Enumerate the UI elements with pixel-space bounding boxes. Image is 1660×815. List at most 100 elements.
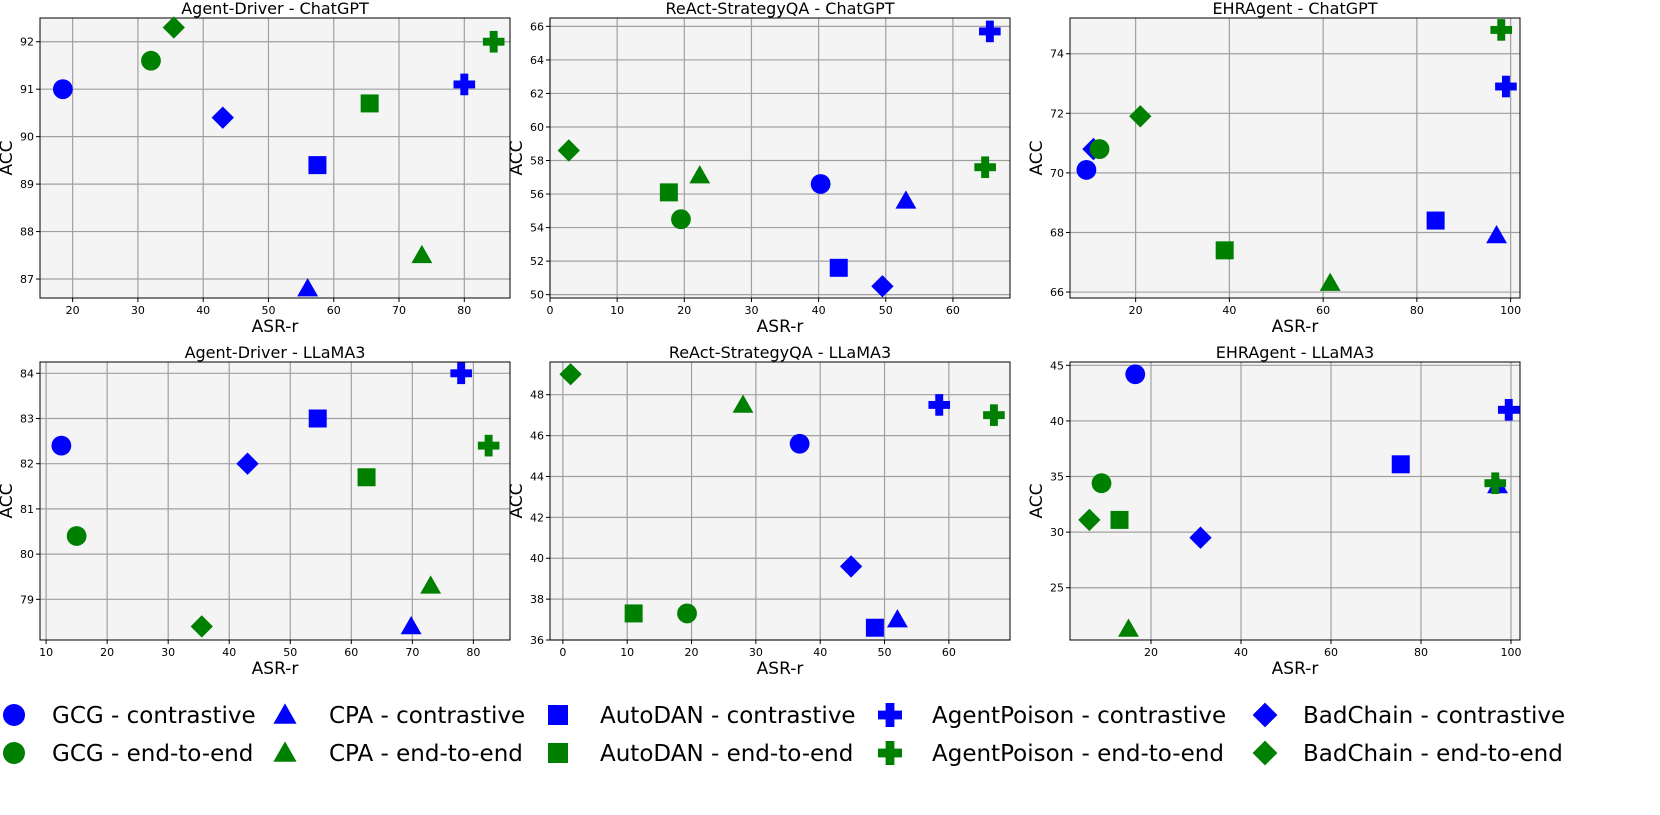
subplot-1: 20 30 40 50 60 70 80 87 88 89 90 91 92 Agent-Driver -… (0, 0, 511, 337)
data-point (689, 165, 711, 184)
data-point (829, 258, 848, 277)
data-point (671, 209, 691, 230)
data-point (190, 615, 213, 638)
legend-item: AgentPoison - end-to-end (878, 741, 1224, 767)
data-point (974, 156, 996, 179)
plot-area (1070, 362, 1520, 640)
y-tick-label: 84 (20, 367, 34, 380)
data-point (400, 615, 422, 635)
y-tick-label: 79 (20, 593, 34, 606)
data-point (839, 555, 863, 578)
data-point (1497, 399, 1520, 421)
x-axis-label: ASR-r (252, 317, 299, 337)
subplot-title: EHRAgent - ChatGPT (1212, 0, 1377, 18)
x-tick-label: 10 (610, 304, 624, 317)
legend-label: AgentPoison - contrastive (932, 703, 1226, 729)
x-tick-label: 50 (878, 646, 892, 659)
x-tick-label: 40 (196, 304, 210, 317)
data-point (1076, 160, 1097, 180)
y-tick-label: 58 (530, 155, 544, 168)
x-tick-label: 20 (1144, 646, 1158, 659)
data-point (983, 404, 1005, 426)
y-tick-label: 90 (20, 131, 34, 144)
data-point (52, 79, 73, 100)
y-tick-label: 70 (1050, 167, 1064, 180)
x-tick-label: 40 (1234, 646, 1248, 659)
data-point (1091, 473, 1112, 494)
y-tick-label: 82 (20, 458, 34, 471)
y-tick-label: 66 (530, 20, 544, 33)
subplot-2: 0 10 20 30 40 50 60 50 52 54 56 58 60 62 64 66 ReAct-Str… (507, 0, 1011, 337)
data-point (624, 604, 643, 623)
legend-label: AutoDAN - contrastive (600, 703, 856, 729)
data-point (1078, 508, 1101, 532)
data-point (66, 526, 87, 546)
y-tick-label: 81 (20, 503, 34, 516)
data-point (1125, 364, 1146, 385)
legend-item: CPA - end-to-end (273, 741, 523, 767)
x-axis-label: ASR-r (757, 659, 804, 679)
y-axis-label: ACC (0, 140, 17, 175)
x-tick-label: 100 (1501, 646, 1522, 659)
legend-item: BadChain - contrastive (1252, 702, 1565, 729)
legend-marker (3, 704, 25, 726)
x-axis-label: ASR-r (1272, 317, 1319, 337)
y-tick-label: 64 (530, 54, 544, 67)
data-point (450, 362, 472, 385)
y-tick-label: 35 (1050, 471, 1064, 484)
data-point (979, 20, 1001, 43)
legend-item: BadChain - end-to-end (1252, 740, 1563, 767)
data-point (360, 94, 379, 113)
data-point (236, 452, 259, 475)
y-tick-label: 87 (20, 273, 34, 286)
data-point (1391, 455, 1410, 474)
data-point (659, 183, 678, 202)
y-tick-label: 89 (20, 178, 34, 191)
data-point (1189, 526, 1212, 549)
x-tick-label: 80 (1410, 304, 1424, 317)
y-tick-label: 46 (530, 430, 544, 443)
y-tick-label: 40 (1050, 415, 1064, 428)
subplot-title: Agent-Driver - ChatGPT (181, 0, 369, 18)
x-tick-label: 60 (1324, 646, 1338, 659)
x-tick-label: 10 (39, 646, 53, 659)
data-point (1089, 139, 1110, 159)
subplot-3: 20 40 60 80 100 66 68 70 72 74 EHRAgent - ChatGPT A… (1027, 0, 1521, 337)
y-tick-label: 74 (1050, 48, 1064, 61)
x-tick-label: 60 (946, 304, 960, 317)
data-point (162, 16, 185, 39)
y-tick-label: 92 (20, 36, 34, 49)
subplot-4: 10 20 30 40 50 60 70 80 79 80 81 82 83 84 Agent-Driver… (0, 343, 511, 679)
subplot-title: ReAct-StrategyQA - ChatGPT (666, 0, 895, 18)
y-tick-label: 88 (20, 226, 34, 239)
data-point (810, 174, 831, 194)
x-tick-label: 100 (1500, 304, 1521, 317)
legend-item: GCG - contrastive (3, 703, 256, 729)
y-axis-label: ACC (507, 140, 527, 175)
x-tick-label: 10 (620, 646, 634, 659)
data-point (477, 434, 500, 457)
x-tick-label: 80 (457, 304, 471, 317)
y-tick-label: 66 (1050, 286, 1064, 299)
legend-label: CPA - end-to-end (329, 741, 523, 767)
x-tick-label: 60 (942, 646, 956, 659)
legend-marker (3, 742, 25, 764)
x-tick-label: 70 (392, 304, 406, 317)
legend: GCG - contrastive CPA - contrastive AutoDA… (3, 702, 1565, 767)
data-point (297, 278, 319, 297)
x-tick-label: 60 (344, 646, 358, 659)
x-tick-label: 40 (813, 646, 827, 659)
data-point (51, 435, 72, 456)
y-tick-label: 62 (530, 87, 544, 100)
legend-marker (548, 705, 568, 725)
legend-marker (273, 741, 297, 762)
subplot-title: EHRAgent - LLaMA3 (1216, 343, 1374, 362)
legend-marker (1252, 740, 1278, 766)
data-point (677, 603, 697, 624)
data-point (1490, 19, 1513, 41)
legend-marker (548, 743, 568, 763)
data-point (357, 468, 376, 487)
data-point (865, 618, 884, 637)
y-axis-label: ACC (507, 483, 527, 518)
y-tick-label: 42 (530, 511, 544, 524)
